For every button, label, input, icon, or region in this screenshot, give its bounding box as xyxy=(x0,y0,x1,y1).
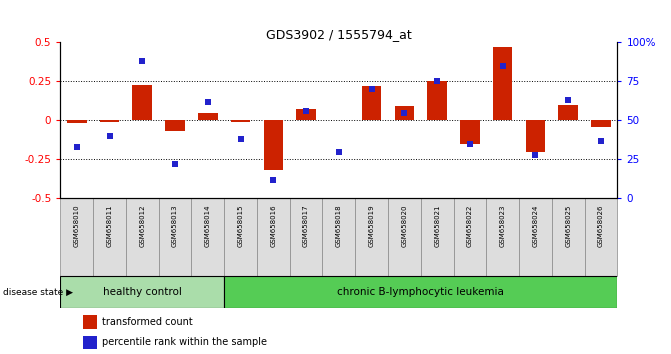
Bar xyxy=(493,47,513,120)
Text: GSM658017: GSM658017 xyxy=(303,205,309,247)
Text: GSM658014: GSM658014 xyxy=(205,205,211,247)
Bar xyxy=(191,198,224,276)
Text: percentile rank within the sample: percentile rank within the sample xyxy=(102,337,267,348)
Bar xyxy=(165,120,185,131)
Bar xyxy=(395,106,414,120)
Text: GSM658016: GSM658016 xyxy=(270,205,276,247)
Text: GSM658024: GSM658024 xyxy=(532,205,538,247)
Text: GSM658019: GSM658019 xyxy=(368,205,374,247)
Bar xyxy=(323,198,355,276)
Bar xyxy=(454,198,486,276)
Bar xyxy=(355,198,388,276)
Bar xyxy=(297,109,316,120)
Text: GSM658023: GSM658023 xyxy=(500,205,506,247)
Bar xyxy=(525,120,546,152)
Bar xyxy=(60,276,224,308)
Bar xyxy=(427,81,447,120)
Bar xyxy=(224,276,617,308)
Bar xyxy=(67,120,87,124)
Bar xyxy=(486,198,519,276)
Bar xyxy=(60,198,93,276)
Bar xyxy=(460,120,480,144)
Text: GSM658026: GSM658026 xyxy=(598,205,604,247)
Bar xyxy=(158,198,191,276)
Bar xyxy=(558,105,578,120)
Bar xyxy=(83,336,97,349)
Bar xyxy=(362,86,381,120)
Bar xyxy=(224,198,257,276)
Bar xyxy=(591,120,611,127)
Bar xyxy=(264,120,283,170)
Bar xyxy=(584,198,617,276)
Text: healthy control: healthy control xyxy=(103,287,182,297)
Bar xyxy=(100,120,119,122)
Bar xyxy=(93,198,126,276)
Bar xyxy=(132,85,152,120)
Text: transformed count: transformed count xyxy=(102,317,193,327)
Text: GSM658020: GSM658020 xyxy=(401,205,407,247)
Text: GSM658013: GSM658013 xyxy=(172,205,178,247)
Text: GSM658018: GSM658018 xyxy=(336,205,342,247)
Text: GSM658012: GSM658012 xyxy=(140,205,146,247)
Title: GDS3902 / 1555794_at: GDS3902 / 1555794_at xyxy=(266,28,412,41)
Text: GSM658021: GSM658021 xyxy=(434,205,440,247)
Bar xyxy=(83,315,97,329)
Text: GSM658010: GSM658010 xyxy=(74,205,80,247)
Bar xyxy=(198,113,217,120)
Text: GSM658011: GSM658011 xyxy=(107,205,113,247)
Text: chronic B-lymphocytic leukemia: chronic B-lymphocytic leukemia xyxy=(338,287,504,297)
Bar xyxy=(231,120,250,122)
Text: disease state ▶: disease state ▶ xyxy=(3,287,73,297)
Bar xyxy=(388,198,421,276)
Bar xyxy=(519,198,552,276)
Bar xyxy=(126,198,158,276)
Text: GSM658022: GSM658022 xyxy=(467,205,473,247)
Bar xyxy=(290,198,323,276)
Text: GSM658025: GSM658025 xyxy=(565,205,571,247)
Bar xyxy=(421,198,454,276)
Bar xyxy=(552,198,584,276)
Bar xyxy=(257,198,290,276)
Text: GSM658015: GSM658015 xyxy=(238,205,244,247)
